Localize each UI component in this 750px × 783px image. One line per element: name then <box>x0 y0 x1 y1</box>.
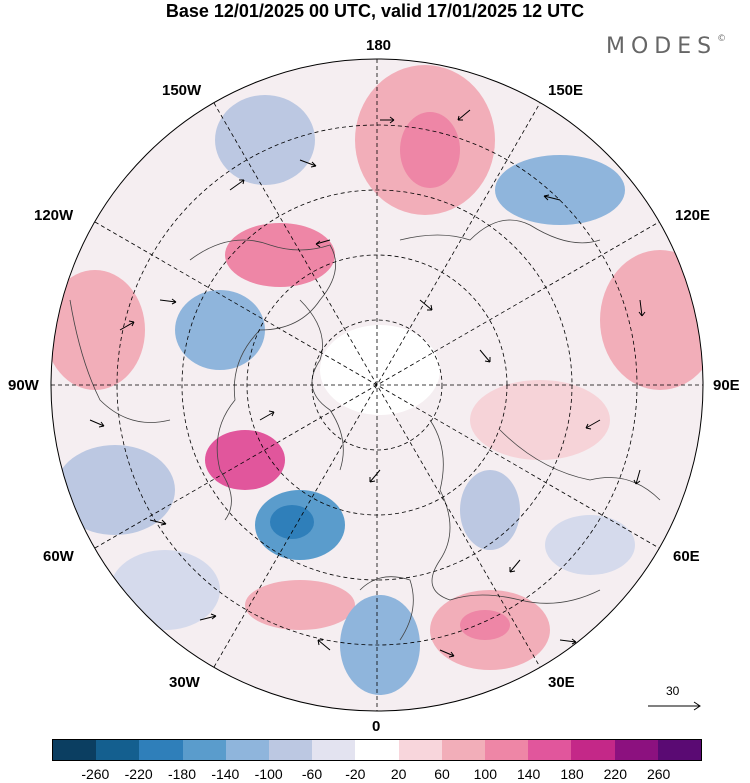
lon-label-60e: 60E <box>673 548 700 565</box>
colorbar-tick-label: -20 <box>345 766 366 782</box>
colorbar-tick-label: -100 <box>254 766 283 782</box>
colorbar <box>52 739 702 761</box>
anomaly-pos-labrador <box>205 430 285 490</box>
lon-label-0: 0 <box>372 718 381 735</box>
modes-logo: MODES© <box>606 34 726 59</box>
colorbar-swatch <box>139 740 183 760</box>
colorbar-swatch <box>571 740 615 760</box>
colorbar-tick-label: -180 <box>167 766 197 782</box>
colorbar-swatch <box>398 740 442 760</box>
colorbar-tick-label: -60 <box>301 766 323 782</box>
colorbar-swatch <box>485 740 529 760</box>
anomaly-neg-scandinavia <box>460 470 520 550</box>
colorbar-swatch <box>355 740 399 760</box>
lon-label-90w: 90W <box>8 377 39 394</box>
anomaly-neg-aleutian <box>215 95 315 185</box>
anomaly-neg-core <box>270 505 314 539</box>
lon-label-90e: 90E <box>713 377 740 394</box>
map-title: Base 12/01/2025 00 UTC, valid 17/01/2025… <box>165 1 585 21</box>
colorbar-swatch <box>269 740 313 760</box>
colorbar-tick-label: -220 <box>124 766 153 782</box>
colorbar-swatch <box>53 740 97 760</box>
lon-label-120w: 120W <box>34 207 74 224</box>
anomaly-field <box>51 59 703 711</box>
anomaly-neg-iberia <box>340 595 420 695</box>
colorbar-swatch <box>657 740 702 760</box>
colorbar-swatch <box>182 740 226 760</box>
colorbar-ticks: -260 -220 -180 -140 -100 -60 -20 20 60 100 140 180 2… <box>0 766 750 783</box>
colorbar-tick-label: 60 <box>434 766 450 782</box>
lon-label-30w: 30W <box>169 674 200 691</box>
anomaly-neg-hudson <box>175 290 265 370</box>
colorbar-tick-label: 20 <box>390 766 407 782</box>
colorbar-tick-label: 220 <box>603 766 628 782</box>
lon-label-150e: 150E <box>548 82 584 99</box>
brand-name: MODES <box>606 34 718 59</box>
map-border <box>50 58 704 712</box>
anomaly-pos-east-asia <box>600 250 703 390</box>
colorbar-swatch <box>614 740 658 760</box>
colorbar-tick-label: 180 <box>560 766 584 782</box>
colorbar-tick-label: 260 <box>646 766 671 782</box>
anomaly-pos-core-1 <box>400 112 460 188</box>
colorbar-tick-label: -140 <box>211 766 240 782</box>
colorbar-tick-label: -260 <box>81 766 110 782</box>
lon-label-60w: 60W <box>43 548 74 565</box>
anomaly-neutral-pole <box>320 325 440 415</box>
anomaly-pos-atlantic <box>245 580 355 630</box>
lon-label-180: 180 <box>366 37 392 54</box>
copyright-mark: © <box>717 34 727 44</box>
anomaly-pos-core-2 <box>460 610 510 640</box>
anomaly-neg-kamchatka <box>495 155 625 225</box>
anomaly-neg-central-asia <box>545 515 635 575</box>
anomaly-pos-west-canada <box>51 270 145 390</box>
reference-vector <box>648 701 701 711</box>
colorbar-swatch <box>312 740 356 760</box>
colorbar-swatch <box>528 740 572 760</box>
anomaly-neg-west-atlantic <box>55 445 175 535</box>
graticule <box>51 59 703 711</box>
colorbar-swatch <box>225 740 270 760</box>
colorbar-swatch <box>96 740 140 760</box>
colorbar-tick-label: 100 <box>473 766 498 782</box>
anomaly-pos-alaska <box>225 223 335 287</box>
coastlines <box>69 219 661 641</box>
lon-label-120e: 120E <box>675 207 711 224</box>
lon-label-30e: 30E <box>548 674 575 691</box>
colorbar-swatch <box>441 740 486 760</box>
wind-vectors <box>89 109 646 658</box>
colorbar-tick-label: 140 <box>516 766 541 782</box>
anomaly-neg-south-pacific <box>110 550 220 630</box>
reference-vector-value: 30 <box>666 684 680 698</box>
anomaly-pos-siberia <box>470 380 610 460</box>
lon-label-150w: 150W <box>162 82 202 99</box>
